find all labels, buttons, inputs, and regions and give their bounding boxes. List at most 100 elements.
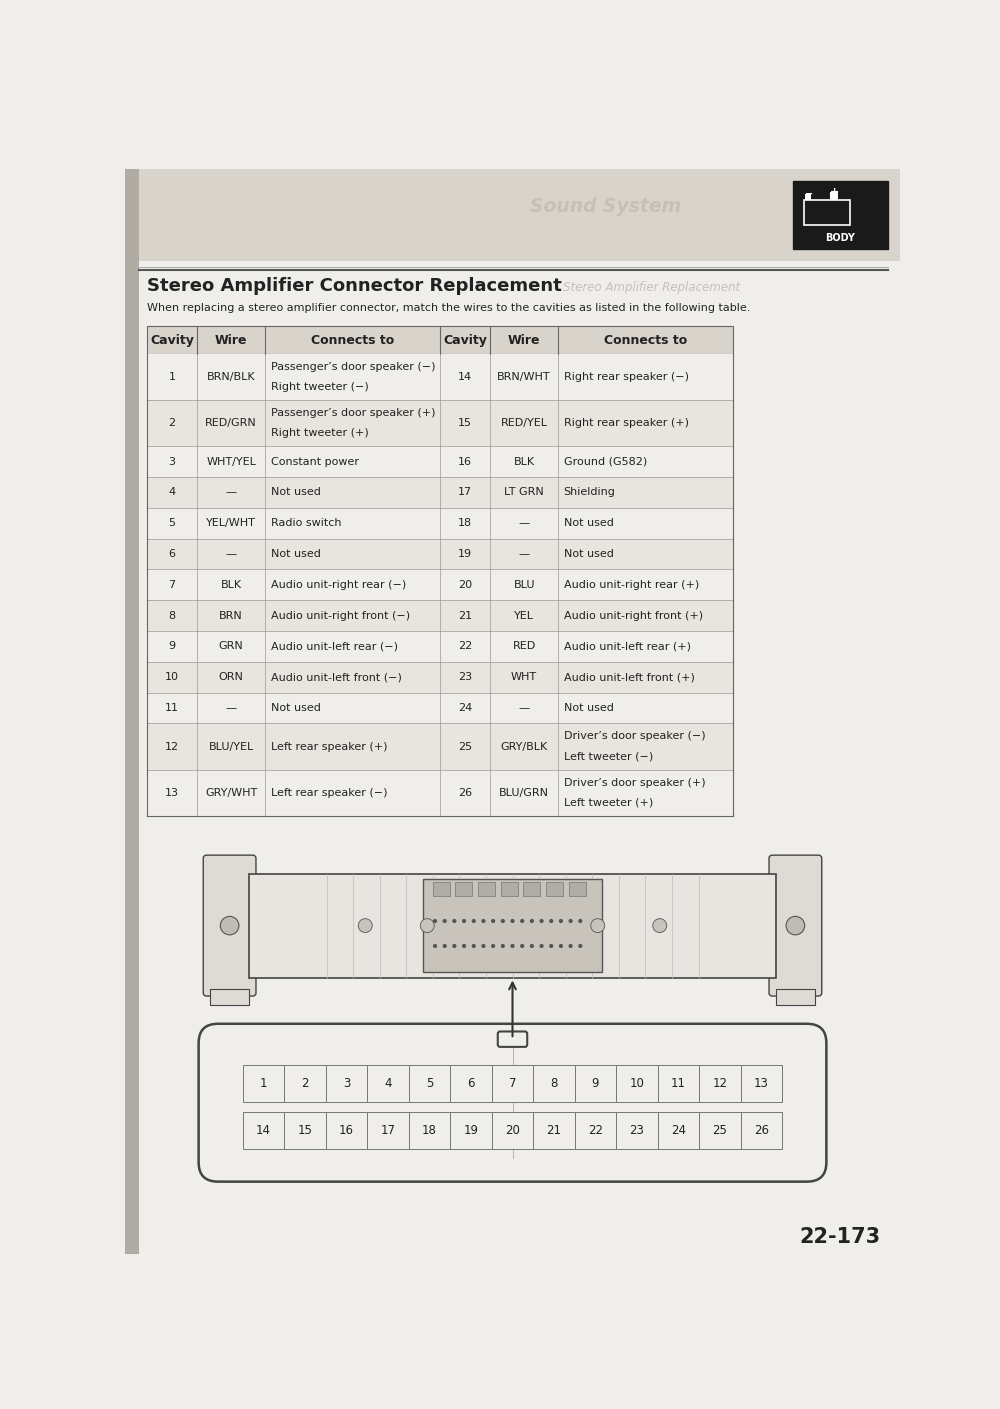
Circle shape	[443, 944, 446, 947]
FancyBboxPatch shape	[575, 1065, 616, 1102]
Text: Sound System: Sound System	[530, 197, 681, 217]
Circle shape	[463, 920, 465, 923]
Text: 10: 10	[165, 672, 179, 682]
Text: Wire: Wire	[508, 334, 540, 347]
Text: Stereo Amplifier Replacement: Stereo Amplifier Replacement	[563, 282, 741, 294]
Circle shape	[511, 944, 514, 947]
Circle shape	[569, 920, 572, 923]
FancyBboxPatch shape	[147, 569, 733, 600]
Text: 11: 11	[671, 1076, 686, 1089]
Text: Audio unit-left rear (+): Audio unit-left rear (+)	[564, 641, 691, 651]
FancyBboxPatch shape	[616, 1112, 658, 1150]
Text: Cavity: Cavity	[443, 334, 487, 347]
Text: 26: 26	[458, 788, 472, 797]
Text: 18: 18	[458, 519, 472, 528]
FancyBboxPatch shape	[147, 631, 733, 662]
FancyBboxPatch shape	[492, 1112, 533, 1150]
FancyBboxPatch shape	[658, 1065, 699, 1102]
Text: GRY/WHT: GRY/WHT	[205, 788, 257, 797]
Text: Driver’s door speaker (−): Driver’s door speaker (−)	[564, 731, 705, 741]
Circle shape	[453, 920, 456, 923]
Text: Not used: Not used	[271, 550, 321, 559]
FancyBboxPatch shape	[699, 1065, 741, 1102]
Text: 20: 20	[458, 581, 472, 590]
Text: 8: 8	[550, 1076, 558, 1089]
Circle shape	[540, 944, 543, 947]
Text: Cavity: Cavity	[150, 334, 194, 347]
Text: 6: 6	[168, 550, 175, 559]
Text: YEL/WHT: YEL/WHT	[206, 519, 256, 528]
Text: BLK: BLK	[221, 581, 242, 590]
FancyBboxPatch shape	[546, 882, 563, 896]
Text: 4: 4	[168, 488, 175, 497]
FancyBboxPatch shape	[147, 507, 733, 538]
Circle shape	[434, 944, 436, 947]
Circle shape	[443, 920, 446, 923]
Circle shape	[579, 920, 582, 923]
Circle shape	[463, 944, 465, 947]
Text: Not used: Not used	[271, 703, 321, 713]
FancyBboxPatch shape	[147, 325, 733, 354]
Circle shape	[786, 916, 805, 934]
FancyBboxPatch shape	[501, 882, 518, 896]
Text: —: —	[519, 703, 530, 713]
Circle shape	[453, 944, 456, 947]
Text: —: —	[519, 550, 530, 559]
Text: Passenger’s door speaker (−): Passenger’s door speaker (−)	[271, 362, 435, 372]
Circle shape	[492, 944, 495, 947]
Text: 16: 16	[339, 1124, 354, 1137]
FancyBboxPatch shape	[284, 1112, 326, 1150]
Text: 16: 16	[458, 457, 472, 466]
FancyBboxPatch shape	[523, 882, 540, 896]
Circle shape	[220, 916, 239, 934]
Circle shape	[501, 920, 504, 923]
Text: 7: 7	[168, 581, 175, 590]
FancyBboxPatch shape	[147, 354, 733, 400]
Text: 13: 13	[754, 1076, 769, 1089]
Circle shape	[482, 920, 485, 923]
Text: Left rear speaker (+): Left rear speaker (+)	[271, 741, 387, 751]
FancyBboxPatch shape	[284, 1065, 326, 1102]
FancyBboxPatch shape	[147, 662, 733, 693]
Text: RED/YEL: RED/YEL	[501, 418, 548, 428]
Text: +: +	[829, 187, 839, 197]
Text: 2: 2	[168, 418, 175, 428]
Text: Audio unit-left front (−): Audio unit-left front (−)	[271, 672, 402, 682]
Text: Right tweeter (−): Right tweeter (−)	[271, 382, 368, 392]
Text: Not used: Not used	[564, 550, 614, 559]
Text: RED: RED	[513, 641, 536, 651]
FancyBboxPatch shape	[125, 169, 139, 1254]
FancyBboxPatch shape	[830, 192, 838, 200]
FancyBboxPatch shape	[409, 1065, 450, 1102]
FancyBboxPatch shape	[125, 169, 900, 261]
Circle shape	[492, 920, 495, 923]
FancyBboxPatch shape	[147, 723, 733, 769]
Text: 25: 25	[713, 1124, 727, 1137]
Text: 5: 5	[168, 519, 175, 528]
Text: 21: 21	[458, 610, 472, 621]
Text: 9: 9	[592, 1076, 599, 1089]
Text: 8: 8	[168, 610, 175, 621]
FancyBboxPatch shape	[741, 1112, 782, 1150]
Text: When replacing a stereo amplifier connector, match the wires to the cavities as : When replacing a stereo amplifier connec…	[147, 303, 750, 313]
FancyBboxPatch shape	[147, 400, 733, 447]
Text: BRN: BRN	[219, 610, 243, 621]
FancyBboxPatch shape	[805, 194, 811, 200]
FancyBboxPatch shape	[741, 1065, 782, 1102]
Text: 14: 14	[256, 1124, 271, 1137]
Text: Audio unit-right rear (+): Audio unit-right rear (+)	[564, 581, 699, 590]
FancyBboxPatch shape	[326, 1112, 367, 1150]
FancyBboxPatch shape	[658, 1112, 699, 1150]
Text: 24: 24	[671, 1124, 686, 1137]
FancyBboxPatch shape	[147, 538, 733, 569]
Text: Not used: Not used	[271, 488, 321, 497]
FancyBboxPatch shape	[409, 1112, 450, 1150]
Text: Wire: Wire	[215, 334, 247, 347]
Text: Audio unit-right front (−): Audio unit-right front (−)	[271, 610, 410, 621]
Circle shape	[579, 944, 582, 947]
FancyBboxPatch shape	[616, 1065, 658, 1102]
Circle shape	[482, 944, 485, 947]
Circle shape	[569, 944, 572, 947]
Text: RED/GRN: RED/GRN	[205, 418, 257, 428]
FancyBboxPatch shape	[367, 1112, 409, 1150]
